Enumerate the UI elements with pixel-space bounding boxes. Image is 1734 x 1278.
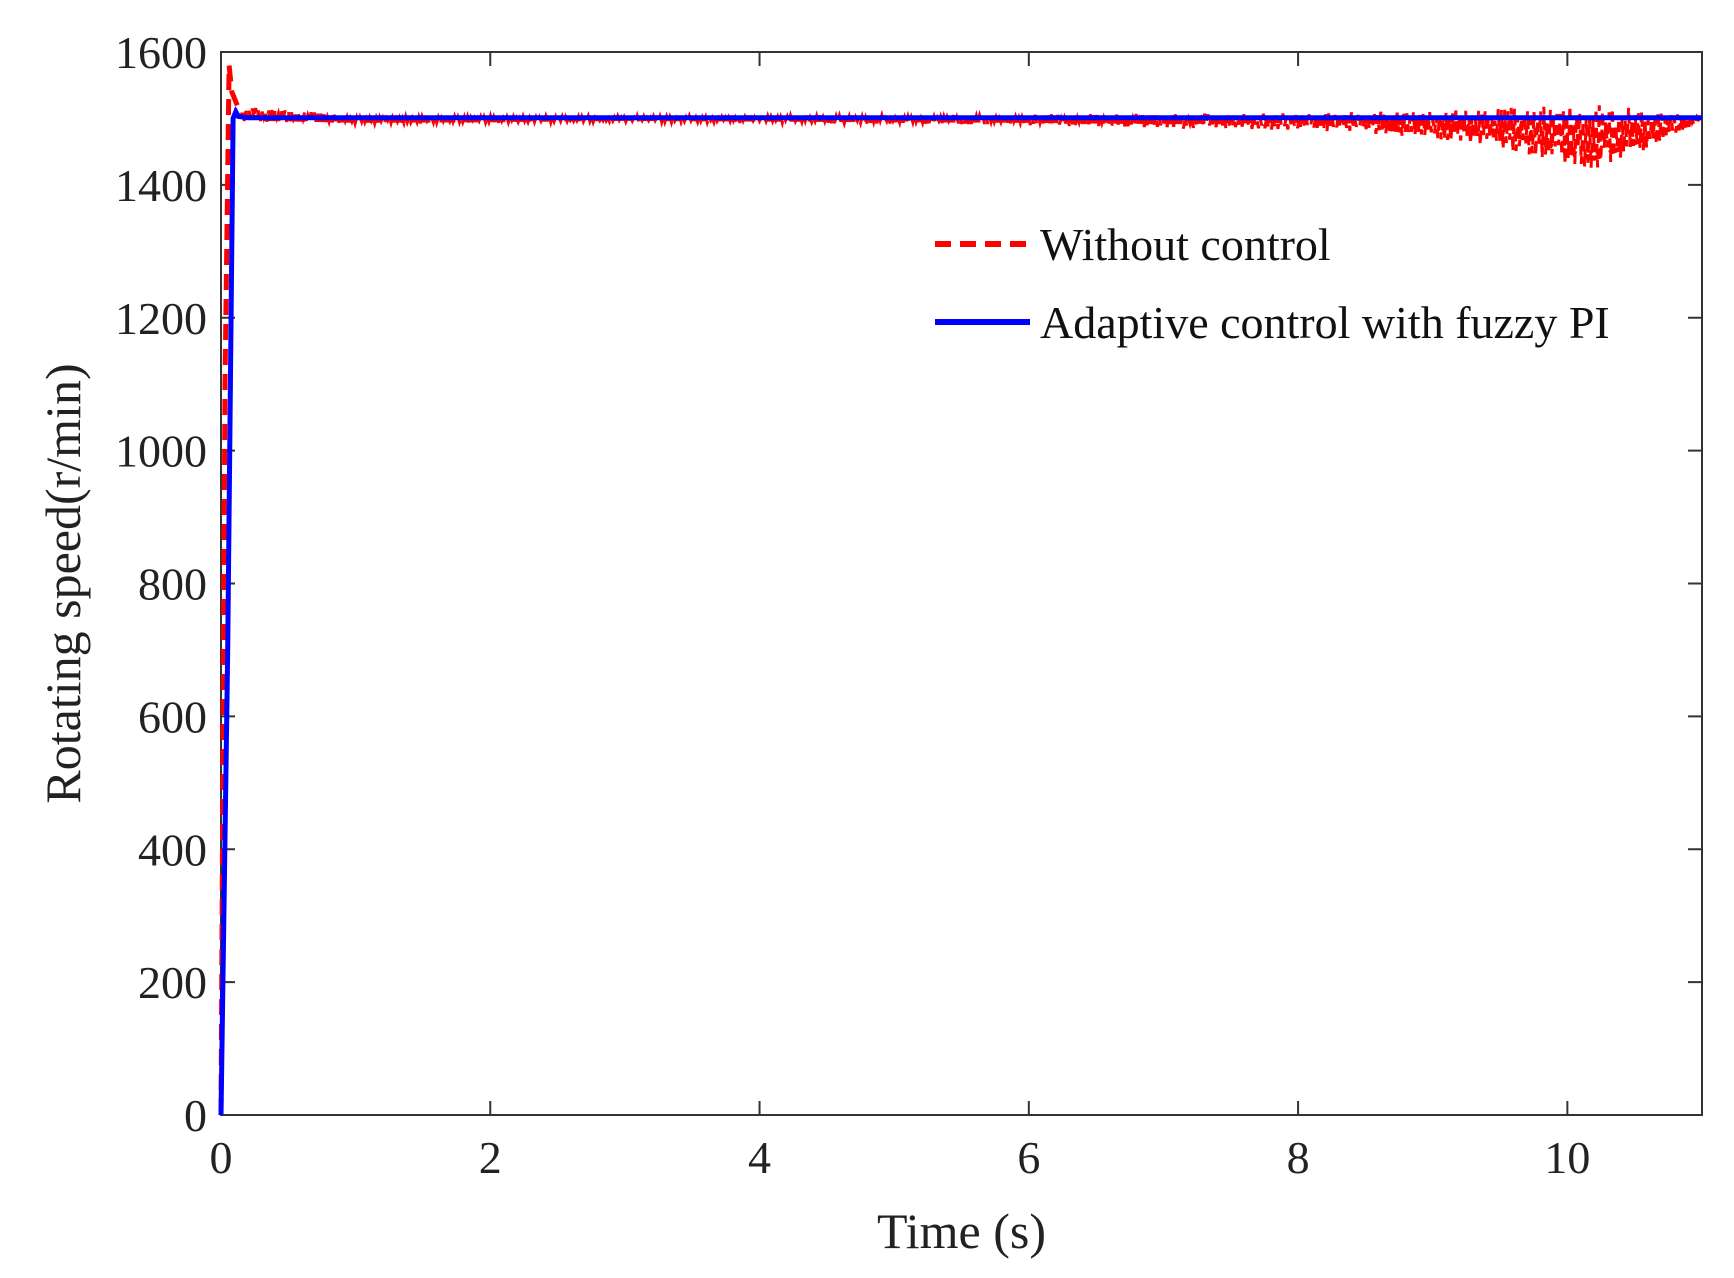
legend-label-adaptive-control: Adaptive control with fuzzy PI [1040, 297, 1610, 348]
y-tick-label: 1200 [115, 293, 207, 344]
y-tick-label: 400 [138, 824, 207, 875]
x-axis-label: Time (s) [877, 1203, 1046, 1259]
legend-label-without-control: Without control [1040, 219, 1331, 270]
y-tick-label: 1600 [115, 27, 207, 78]
x-tick-label: 6 [1017, 1132, 1040, 1183]
x-tick-label: 8 [1287, 1132, 1310, 1183]
y-tick-label: 600 [138, 691, 207, 742]
y-tick-label: 1000 [115, 426, 207, 477]
y-tick-label: 1400 [115, 160, 207, 211]
x-tick-label: 10 [1544, 1132, 1590, 1183]
y-axis-label: Rotating speed(r/min) [35, 363, 91, 803]
y-tick-label: 0 [184, 1090, 207, 1141]
y-tick-label: 200 [138, 957, 207, 1008]
legend: Without control Adaptive control with fu… [935, 219, 1610, 348]
y-axis-ticks: 0 200 400 600 800 1000 1200 1400 1600 [115, 27, 1702, 1141]
series-layer [218, 65, 1703, 1116]
y-tick-label: 800 [138, 559, 207, 610]
series-without-control-line [218, 65, 1703, 1116]
series-adaptive-control-line [218, 106, 1702, 1116]
x-tick-label: 4 [748, 1132, 771, 1183]
x-axis-ticks: 0 2 4 6 8 10 [210, 52, 1590, 1183]
x-tick-label: 2 [479, 1132, 502, 1183]
x-tick-label: 0 [210, 1132, 233, 1183]
plot-area: 0 2 4 6 8 10 0 200 400 600 800 1000 1200 1400 1600 [115, 27, 1703, 1183]
